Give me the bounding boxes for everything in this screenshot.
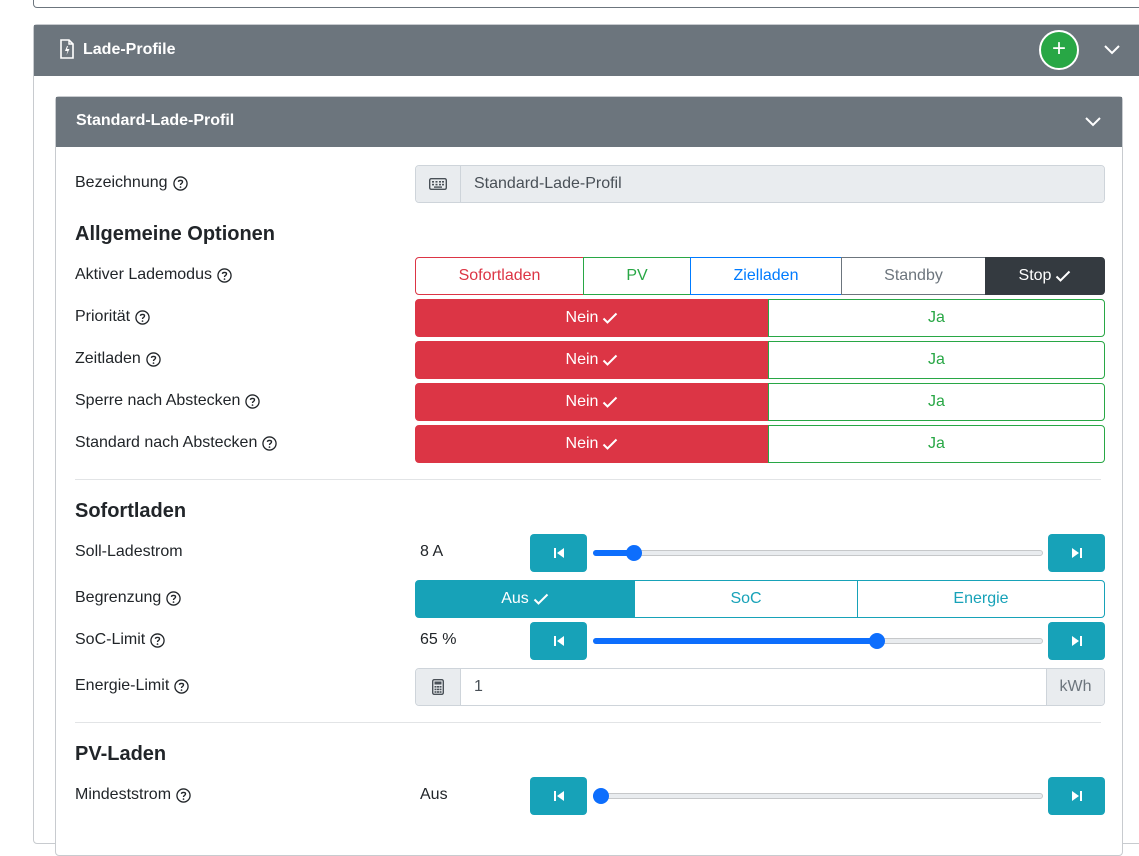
soc-limit-label: SoC-Limit — [75, 631, 165, 649]
standard-profile-title: Standard-Lade-Profil — [76, 112, 235, 129]
help-icon[interactable] — [135, 309, 150, 325]
min-current-slider[interactable] — [593, 788, 1043, 804]
help-icon[interactable] — [245, 393, 261, 409]
standard-profile-header[interactable]: Standard-Lade-Profil — [56, 97, 1122, 147]
mode-stop-button[interactable]: Stop — [985, 257, 1105, 295]
energy-unit: kWh — [1046, 669, 1104, 705]
help-icon[interactable] — [262, 435, 278, 451]
skip-start-icon — [553, 791, 564, 801]
default-after-unplug-toggle: Nein Ja — [415, 425, 1105, 463]
check-icon — [603, 354, 618, 366]
current-decrease-button[interactable] — [530, 534, 587, 572]
help-icon[interactable] — [146, 351, 161, 367]
slider-track — [593, 550, 1043, 556]
scheduled-charging-toggle: Nein Ja — [415, 341, 1105, 379]
default-no-button[interactable]: Nein — [415, 425, 769, 463]
scheduled-yes-button[interactable]: Ja — [768, 341, 1105, 379]
min-current-increase-button[interactable] — [1048, 777, 1105, 815]
calculator-icon — [416, 669, 461, 705]
slider-fill — [593, 638, 877, 644]
limit-energy-button[interactable]: Energie — [857, 580, 1105, 618]
divider — [75, 479, 1101, 480]
priority-yes-button[interactable]: Ja — [768, 299, 1105, 337]
soc-decrease-button[interactable] — [530, 622, 587, 660]
soc-limit-value: 65 % — [420, 631, 457, 648]
check-icon — [603, 312, 618, 324]
mode-sofortladen-button[interactable]: Sofortladen — [415, 257, 584, 295]
lock-after-unplug-toggle: Nein Ja — [415, 383, 1105, 421]
scheduled-no-button[interactable]: Nein — [415, 341, 769, 379]
soc-slider[interactable] — [593, 633, 1043, 649]
current-slider[interactable] — [593, 545, 1043, 561]
instant-charging-heading: Sofortladen — [75, 500, 187, 522]
keyboard-icon — [416, 166, 461, 202]
add-profile-button[interactable]: + — [1039, 30, 1079, 70]
scheduled-charging-label: Zeitladen — [75, 350, 161, 368]
slider-thumb[interactable] — [868, 633, 885, 649]
skip-start-icon — [553, 548, 564, 558]
check-icon — [1056, 270, 1071, 282]
min-current-label: Mindeststrom — [75, 786, 191, 804]
divider — [75, 722, 1101, 723]
slider-thumb[interactable] — [625, 545, 642, 561]
energy-limit-input-group: 1 kWh — [415, 668, 1105, 706]
document-icon — [60, 39, 74, 59]
charge-mode-label: Aktiver Lademodus — [75, 266, 232, 284]
name-field[interactable]: Standard-Lade-Profil — [461, 166, 1104, 202]
help-icon[interactable] — [217, 267, 232, 283]
help-icon[interactable] — [172, 175, 188, 191]
limit-soc-button[interactable]: SoC — [634, 580, 858, 618]
slider-track — [593, 793, 1043, 799]
skip-end-icon — [1071, 548, 1082, 558]
priority-toggle: Nein Ja — [415, 299, 1105, 337]
charge-mode-group: Sofortladen PV Zielladen Standby Stop — [415, 257, 1105, 295]
general-options-heading: Allgemeine Optionen — [75, 223, 276, 245]
check-icon — [603, 396, 618, 408]
skip-end-icon — [1071, 791, 1082, 801]
help-icon[interactable] — [174, 678, 189, 694]
current-increase-button[interactable] — [1048, 534, 1105, 572]
charge-profiles-title: Lade-Profile — [83, 41, 176, 58]
check-icon — [533, 593, 548, 605]
soc-increase-button[interactable] — [1048, 622, 1105, 660]
target-current-value: 8 A — [420, 543, 444, 560]
slider-fill — [593, 550, 634, 556]
help-icon[interactable] — [176, 787, 191, 803]
energy-limit-field[interactable]: 1 — [474, 678, 483, 695]
priority-no-button[interactable]: Nein — [415, 299, 769, 337]
energy-limit-label: Energie-Limit — [75, 677, 189, 695]
target-current-label: Soll-Ladestrom — [75, 543, 183, 560]
priority-label: Priorität — [75, 308, 150, 326]
chevron-down-icon[interactable] — [1104, 45, 1120, 55]
chevron-down-icon[interactable] — [1085, 117, 1101, 127]
min-current-value: Aus — [420, 786, 448, 803]
default-after-unplug-label: Standard nach Abstecken — [75, 434, 278, 452]
plus-icon: + — [1051, 35, 1066, 62]
name-label: Bezeichnung — [75, 174, 188, 192]
standard-profile-card: Standard-Lade-Profil — [55, 96, 1123, 856]
help-icon[interactable] — [150, 632, 165, 648]
lock-no-button[interactable]: Nein — [415, 383, 769, 421]
limit-group: Aus SoC Energie — [415, 580, 1105, 618]
min-current-decrease-button[interactable] — [530, 777, 587, 815]
skip-start-icon — [553, 636, 564, 646]
skip-end-icon — [1071, 636, 1082, 646]
name-input-group: Standard-Lade-Profil — [415, 165, 1105, 203]
limit-off-button[interactable]: Aus — [415, 580, 635, 618]
default-yes-button[interactable]: Ja — [768, 425, 1105, 463]
help-icon[interactable] — [166, 590, 182, 606]
limit-label: Begrenzung — [75, 589, 182, 607]
mode-zielladen-button[interactable]: Zielladen — [690, 257, 842, 295]
slider-thumb[interactable] — [593, 788, 609, 804]
mode-standby-button[interactable]: Standby — [841, 257, 986, 295]
lock-after-unplug-label: Sperre nach Abstecken — [75, 392, 261, 410]
previous-card-edge — [33, 0, 1139, 8]
check-icon — [603, 438, 618, 450]
charge-profiles-header[interactable]: Lade-Profile + — [34, 25, 1139, 76]
lock-yes-button[interactable]: Ja — [768, 383, 1105, 421]
pv-charging-heading: PV-Laden — [75, 743, 167, 765]
mode-pv-button[interactable]: PV — [583, 257, 691, 295]
